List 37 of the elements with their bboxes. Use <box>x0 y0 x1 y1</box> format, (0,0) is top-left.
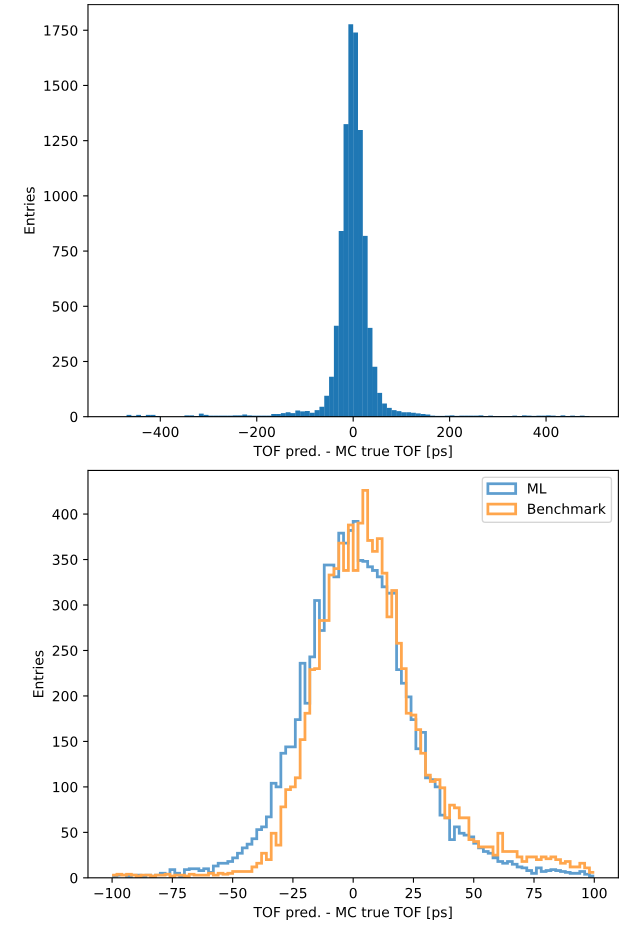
x-tick-label: 0 <box>350 888 357 898</box>
y-tick-label: 150 <box>53 736 78 747</box>
y-tick-label: 400 <box>52 509 78 520</box>
y-tick-label: 0 <box>70 872 78 884</box>
x-tick-label: −200 <box>239 426 275 438</box>
y-axis-title: Entries <box>24 187 35 234</box>
legend-label: Benchmark <box>528 503 606 514</box>
y-tick-label: 500 <box>52 301 78 312</box>
x-tick-label: 75 <box>526 888 542 898</box>
y-tick-label: 1750 <box>44 25 78 36</box>
y-axis-title: Entries <box>32 650 44 697</box>
y-tick-label: 100 <box>53 782 78 792</box>
x-tick-label: −25 <box>280 888 306 898</box>
x-tick-label: 50 <box>466 888 482 898</box>
y-tick-label: 350 <box>52 554 78 566</box>
y-tick-label: 50 <box>62 827 78 838</box>
legend-label: ML <box>528 483 546 494</box>
y-tick-label: 1250 <box>44 136 78 146</box>
x-tick-label: −75 <box>159 888 186 898</box>
x-tick-label: 100 <box>582 888 607 898</box>
x-tick-label: −400 <box>142 426 178 438</box>
y-tick-label: 300 <box>52 600 78 610</box>
y-tick-label: 750 <box>52 246 78 257</box>
x-axis-title: TOF pred. - MC true TOF [ps] <box>253 445 452 459</box>
y-tick-label: 1000 <box>44 190 78 202</box>
x-tick-label: −50 <box>219 888 246 898</box>
y-tick-label: 200 <box>52 690 78 702</box>
y-tick-label: 0 <box>70 412 78 422</box>
x-tick-label: 400 <box>533 426 558 438</box>
y-tick-label: 250 <box>52 356 78 367</box>
x-tick-label: 0 <box>350 426 357 438</box>
x-tick-label: −100 <box>94 888 130 898</box>
y-tick-label: 250 <box>52 645 78 656</box>
x-axis-title: TOF pred. - MC true TOF [ps] <box>253 906 452 920</box>
y-tick-label: 1500 <box>44 80 78 91</box>
x-tick-label: 25 <box>406 888 422 898</box>
x-tick-label: 200 <box>437 426 462 438</box>
